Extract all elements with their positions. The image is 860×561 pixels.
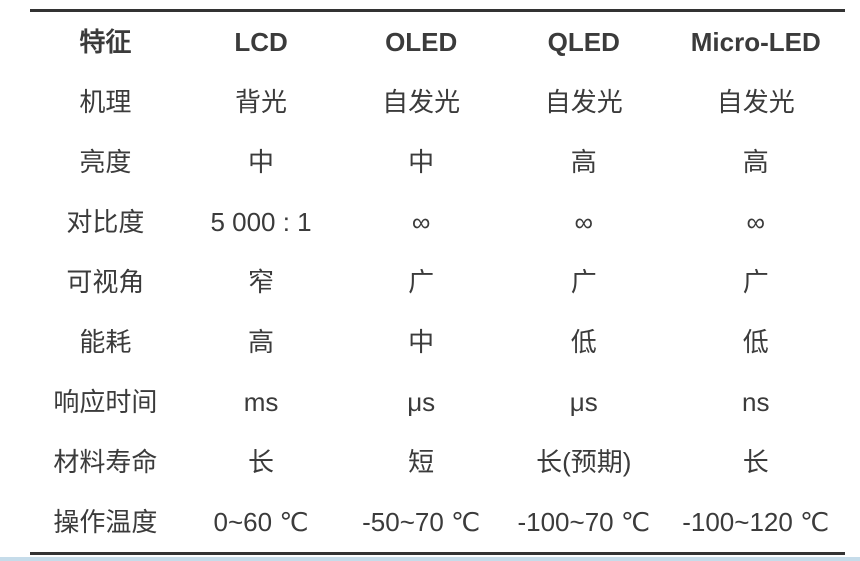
row-label: 可视角 (66, 267, 145, 297)
column-header-qled: QLED (547, 27, 620, 57)
table-row-0: 机理 背光 自发光 自发光 自发光 (30, 72, 845, 132)
cell-qled-row-1: 高 (570, 147, 597, 177)
cell-lcd-row-5: ms (243, 387, 279, 417)
cell-qled-row-2: ∞ (574, 207, 594, 237)
table-row-6: 材料寿命 长 短 长(预期) 长 (30, 432, 845, 492)
table-row-1: 亮度 中 中 高 高 (30, 132, 845, 192)
cell-micro-led-row-4: 低 (742, 327, 769, 357)
table-row-3: 可视角 窄 广 广 广 (30, 252, 845, 312)
cell-qled-row-6: 长(预期) (536, 447, 632, 477)
cell-qled-row-7: -100~70 ℃ (517, 507, 651, 537)
cell-qled-row-4: 低 (570, 327, 597, 357)
cell-micro-led-row-2: ∞ (746, 207, 766, 237)
cell-oled-row-6: 短 (408, 447, 435, 477)
row-label: 亮度 (79, 147, 132, 177)
cell-lcd-row-4: 高 (248, 327, 275, 357)
cell-micro-led-row-6: 长 (742, 447, 769, 477)
table-row-7: 操作温度 0~60 ℃ -50~70 ℃ -100~70 ℃ -100~120 ℃ (30, 492, 845, 554)
cell-oled-row-5: μs (407, 387, 436, 417)
cell-lcd-row-6: 长 (248, 447, 275, 477)
table-row-5: 响应时间 ms μs μs ns (30, 372, 845, 432)
row-label: 材料寿命 (53, 447, 158, 477)
cell-micro-led-row-3: 广 (742, 267, 769, 297)
cell-oled-row-0: 自发光 (382, 87, 461, 117)
cell-qled-row-0: 自发光 (544, 87, 623, 117)
cell-oled-row-2: ∞ (411, 207, 431, 237)
cell-oled-row-1: 中 (408, 147, 435, 177)
column-header-lcd: LCD (234, 27, 288, 57)
cell-micro-led-row-1: 高 (742, 147, 769, 177)
cell-oled-row-3: 广 (408, 267, 435, 297)
row-label: 机理 (79, 87, 132, 117)
table-row-2: 对比度 5 000 : 1 ∞ ∞ ∞ (30, 192, 845, 252)
row-label: 响应时间 (53, 387, 158, 417)
cell-micro-led-row-5: ns (742, 387, 770, 417)
cell-oled-row-7: -50~70 ℃ (362, 507, 481, 537)
row-label: 操作温度 (53, 507, 158, 537)
column-header-feature: 特征 (79, 27, 132, 57)
cell-lcd-row-0: 背光 (235, 87, 288, 117)
table-row-4: 能耗 高 中 低 低 (30, 312, 845, 372)
cell-qled-row-3: 广 (570, 267, 597, 297)
column-header-oled: OLED (385, 27, 458, 57)
bottom-divider-strip (0, 557, 860, 561)
display-tech-comparison-table: 特征 LCD OLED QLED Micro-LED 机理 背光 自发光 自发光 自发光 亮度中中… (30, 9, 845, 555)
row-label: 对比度 (66, 207, 145, 237)
cell-micro-led-row-7: -100~120 ℃ (682, 507, 830, 537)
cell-lcd-row-7: 0~60 ℃ (213, 507, 309, 537)
header-row: 特征 LCD OLED QLED Micro-LED (30, 11, 845, 73)
cell-lcd-row-2: 5 000 : 1 (210, 207, 312, 237)
row-label: 能耗 (79, 327, 132, 357)
cell-lcd-row-3: 窄 (248, 267, 275, 297)
cell-lcd-row-1: 中 (248, 147, 275, 177)
column-header-micro-led: Micro-LED (690, 27, 821, 57)
cell-micro-led-row-0: 自发光 (716, 87, 795, 117)
cell-oled-row-4: 中 (408, 327, 435, 357)
cell-qled-row-5: μs (569, 387, 598, 417)
